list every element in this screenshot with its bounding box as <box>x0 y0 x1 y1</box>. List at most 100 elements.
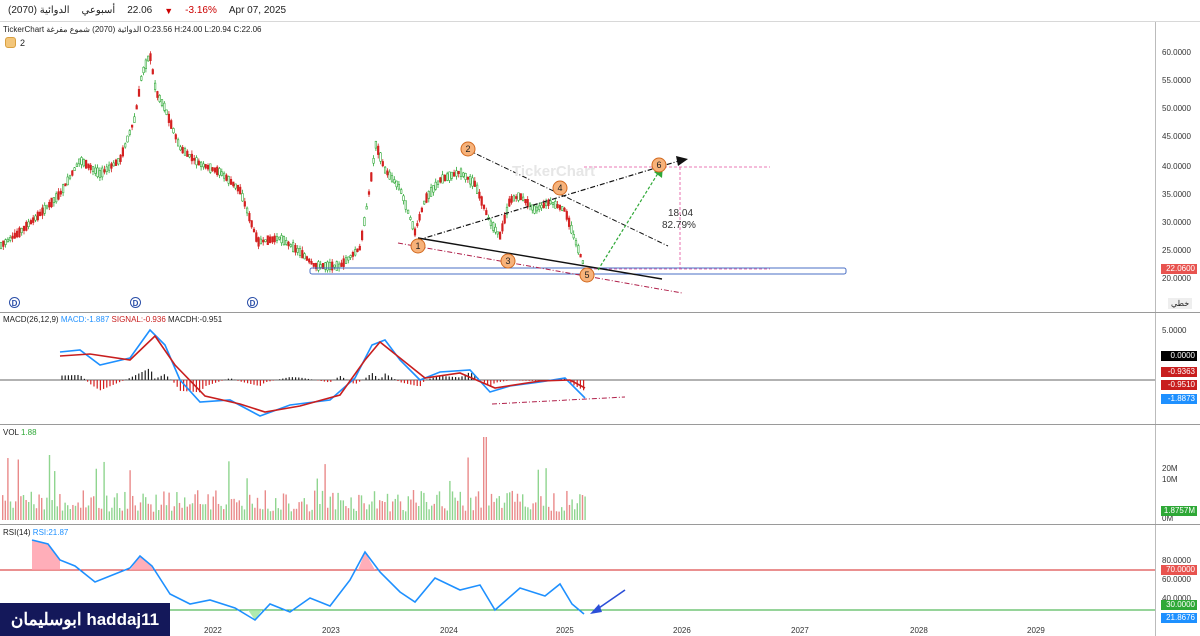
volume-bar <box>168 492 170 520</box>
volume-bar <box>225 504 227 520</box>
point-marker <box>500 253 516 269</box>
support-zone <box>309 267 847 275</box>
macd-line <box>59 328 586 417</box>
candle <box>82 159 85 167</box>
volume-bar <box>124 491 126 520</box>
candle <box>68 175 72 179</box>
candle <box>126 135 129 143</box>
volume-bar <box>212 496 214 520</box>
volume-bar <box>446 510 448 520</box>
volume-bar <box>519 501 521 520</box>
volume-bar <box>137 510 139 520</box>
dividend-marker[interactable]: D <box>247 297 258 308</box>
candle <box>282 236 286 246</box>
volume-bar <box>139 502 142 520</box>
candle <box>480 196 483 206</box>
volume-bar <box>121 510 123 520</box>
candle <box>485 210 488 216</box>
volume-bar <box>98 507 100 520</box>
volume-bar <box>210 509 212 520</box>
candle <box>280 235 283 244</box>
volume-bar <box>576 503 578 520</box>
period-label[interactable]: أسبوعي <box>81 5 116 16</box>
volume-bar <box>64 502 66 520</box>
volume-bar <box>202 504 204 520</box>
candle <box>558 204 561 210</box>
candle <box>478 191 481 199</box>
candle <box>409 217 412 220</box>
volume-bar <box>238 500 240 520</box>
volume-bar <box>90 497 92 520</box>
last-price-tag: 22.0600 <box>1161 264 1197 274</box>
candle <box>418 214 421 221</box>
volume-bar <box>571 499 573 520</box>
volume-bar <box>173 506 175 520</box>
volume-bar <box>152 511 155 520</box>
volume-bar <box>399 501 402 520</box>
dividend-marker[interactable]: D <box>9 297 20 308</box>
volume-bar <box>527 507 529 520</box>
candle <box>443 174 447 182</box>
volume-bar <box>184 497 186 520</box>
macd-tag: -1.8873 <box>1161 394 1197 404</box>
candle <box>101 167 104 178</box>
volume-bar <box>199 504 201 520</box>
symbol-name[interactable]: الدوائية (2070) <box>8 5 70 16</box>
dividend-marker[interactable]: D <box>130 297 141 308</box>
volume-bar <box>178 502 181 520</box>
signal-line <box>59 334 586 413</box>
candle <box>59 190 62 195</box>
volume-bar <box>9 501 12 520</box>
volume-bar <box>496 498 498 520</box>
candle <box>117 158 120 165</box>
candle <box>172 128 175 134</box>
candle <box>427 191 430 199</box>
panel-separator[interactable] <box>0 312 1200 313</box>
candle <box>75 163 78 167</box>
volume-bar <box>56 506 58 520</box>
candle <box>551 202 555 205</box>
volume-bar <box>116 493 118 520</box>
volume-bar <box>160 504 162 520</box>
candle <box>464 173 467 180</box>
candle <box>45 205 49 209</box>
candle <box>321 263 325 269</box>
rsi-y-tick: 80.0000 <box>1162 556 1191 565</box>
volume-bar <box>4 500 6 520</box>
candle <box>133 116 136 123</box>
alert-indicator[interactable]: 2 <box>5 37 25 48</box>
volume-bar <box>371 501 373 520</box>
candle <box>328 262 332 270</box>
panel-separator[interactable] <box>0 524 1200 525</box>
candle <box>43 204 46 214</box>
candle <box>473 180 476 187</box>
candle <box>544 202 548 207</box>
candle <box>471 177 474 187</box>
candle <box>55 193 58 203</box>
volume-bar <box>498 496 500 520</box>
volume-bar <box>332 492 334 520</box>
volume-bar <box>126 508 129 520</box>
scale-toggle[interactable]: خطي <box>1168 298 1193 309</box>
candle <box>351 252 355 257</box>
panel-separator[interactable] <box>0 424 1200 425</box>
y-axis-line <box>1155 22 1156 636</box>
price-y-tick: 35.0000 <box>1162 190 1191 199</box>
volume-bar <box>147 503 149 520</box>
candle <box>337 263 341 269</box>
trend-line <box>417 237 663 280</box>
volume-bar <box>87 505 90 520</box>
x-tick: 2027 <box>791 626 809 635</box>
candle <box>181 147 184 154</box>
candle <box>386 170 389 176</box>
volume-bar <box>290 511 292 520</box>
volume-bar <box>186 506 188 520</box>
candle <box>314 262 318 270</box>
volume-bar <box>542 505 545 520</box>
volume-bar <box>376 508 378 520</box>
volume-bar <box>25 499 27 520</box>
volume-bar <box>433 503 435 520</box>
candle <box>413 228 417 236</box>
candle <box>177 139 180 147</box>
